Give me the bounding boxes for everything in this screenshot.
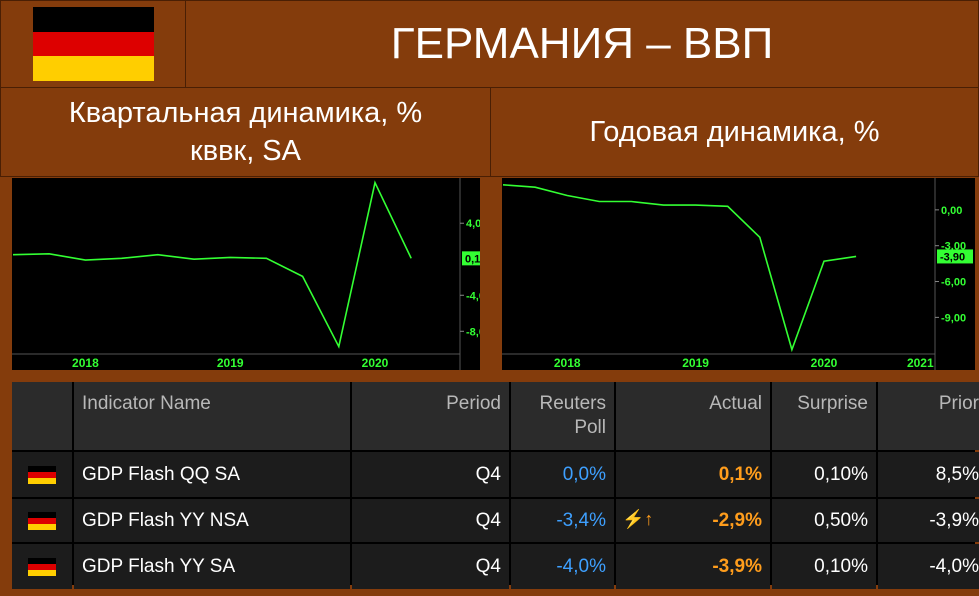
table-cell: -3,4% — [511, 499, 614, 542]
page-title: ГЕРМАНИЯ – ВВП — [185, 0, 979, 88]
y-tick-label: 4,00 — [466, 218, 480, 230]
row-flag-cell — [12, 499, 72, 542]
table-cell: 0,1% — [616, 452, 770, 497]
y-tick-label: -6,00 — [941, 277, 966, 289]
table-cell: 8,5% — [878, 452, 979, 497]
table-cell: -2,9% ⚡↑ — [616, 499, 770, 542]
table-cell: -4,0% — [511, 544, 614, 589]
indicator-table: Indicator Name Period Reuters Poll Actual Su… — [12, 382, 979, 589]
subtitle-box: Квартальная динамика, % кввк, SA — [0, 87, 491, 177]
table-cell: Q4 — [352, 452, 509, 497]
table-cell: Q4 — [352, 499, 509, 542]
x-tick-label: 2020 — [362, 356, 389, 370]
table-cell: Q4 — [352, 544, 509, 589]
last-value-box — [462, 251, 480, 266]
chart-title: Квартальная динамика, % кввк, SA — [68, 97, 423, 167]
table-cell: -3,9% — [878, 499, 979, 542]
flag-germany — [28, 557, 56, 576]
table-cell: GDP Flash YY SA — [74, 544, 350, 589]
column-header: Period — [352, 382, 509, 450]
table-cell: -4,0% — [878, 544, 979, 589]
column-header: Reuters Poll — [511, 382, 614, 450]
x-tick-label: 2020 — [811, 356, 838, 370]
x-tick-label: 2019 — [682, 356, 709, 370]
column-header: Prior — [878, 382, 979, 450]
x-tick-label: 2019 — [217, 356, 244, 370]
table-cell: 0,50% — [772, 499, 876, 542]
flag-germany — [28, 511, 56, 530]
x-tick-label: 2018 — [554, 356, 581, 370]
flag-box — [0, 0, 186, 88]
column-header: Actual — [616, 382, 770, 450]
y-tick-label: -4,00 — [466, 290, 480, 302]
flag-germany — [32, 7, 154, 82]
last-value-box — [937, 249, 973, 264]
table-cell: GDP Flash YY NSA — [74, 499, 350, 542]
data-line — [12, 180, 412, 349]
table-cell: 0,10% — [772, 544, 876, 589]
y-tick-label: -8,00 — [466, 326, 480, 338]
surprise-icon: ⚡↑ — [622, 509, 654, 529]
y-tick-label: -9,00 — [941, 312, 966, 324]
last-value-label: -3,90 — [940, 251, 965, 263]
row-flag-cell — [12, 452, 72, 497]
data-line — [502, 184, 857, 353]
x-tick-label: 2021 — [907, 356, 934, 370]
last-value-label: 0,10 — [465, 253, 480, 265]
y-tick-label: 0,00 — [941, 205, 962, 217]
column-header: Indicator Name — [74, 382, 350, 450]
chart-title: Годовая динамика, % — [490, 87, 979, 177]
x-tick-label: 2018 — [72, 356, 99, 370]
header-cell — [12, 382, 72, 450]
table-cell: GDP Flash QQ SA — [74, 452, 350, 497]
column-header: Surprise — [772, 382, 876, 450]
chart: 4,00 -4,00 -8,00 2018 2019 2020 0,10 — [12, 178, 480, 370]
row-flag-cell — [12, 544, 72, 589]
table-cell: 0,0% — [511, 452, 614, 497]
table-cell: -3,9% — [616, 544, 770, 589]
table-cell: 0,10% — [772, 452, 876, 497]
flag-germany — [28, 465, 56, 484]
